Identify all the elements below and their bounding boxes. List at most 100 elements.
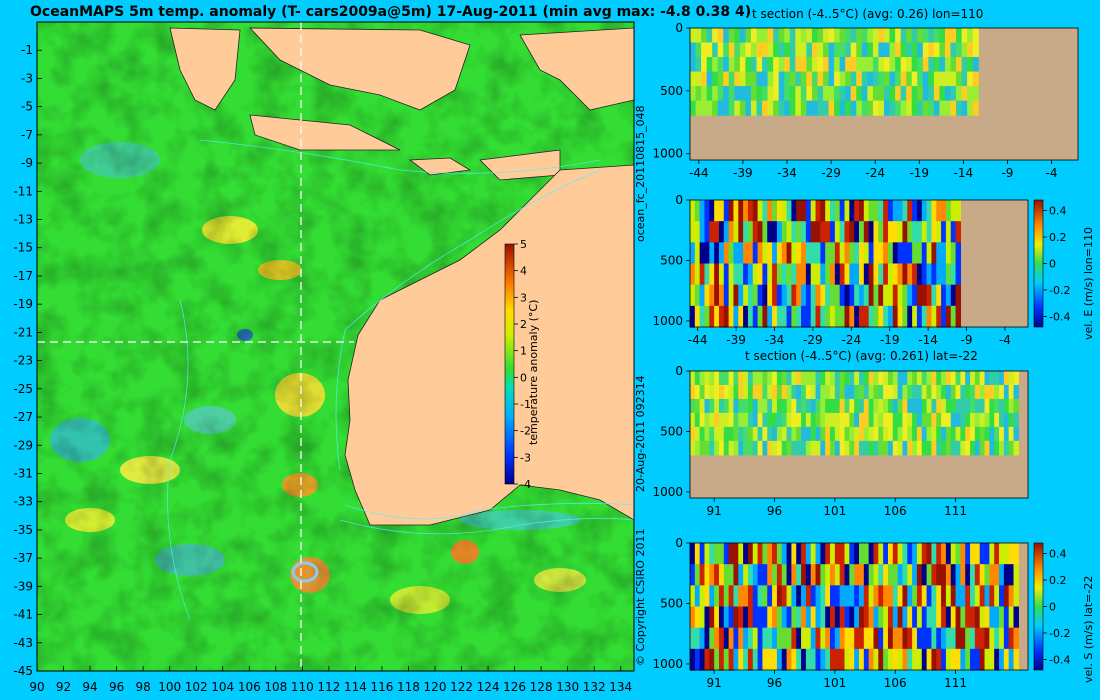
section-cell xyxy=(984,627,990,650)
section-cell xyxy=(926,200,933,222)
section-cell xyxy=(767,71,774,87)
section-cell xyxy=(878,28,885,44)
section-cell xyxy=(743,543,749,565)
section-cell xyxy=(805,263,812,286)
section-cell xyxy=(772,305,778,328)
section-cell xyxy=(884,86,891,102)
section-cell xyxy=(933,42,941,58)
section-cell xyxy=(694,200,701,222)
section-cell xyxy=(699,426,706,442)
section-cell xyxy=(883,200,889,222)
section-cell xyxy=(781,412,788,428)
section-cell xyxy=(709,200,715,222)
section-cell xyxy=(704,543,710,565)
section-cell xyxy=(945,564,952,586)
section-cell xyxy=(897,221,904,243)
section-cell xyxy=(795,42,802,58)
section-cell xyxy=(960,426,966,442)
section-cell xyxy=(907,440,913,456)
section-cell xyxy=(728,221,735,243)
section-cell xyxy=(762,564,768,586)
section-cell xyxy=(950,57,957,73)
section-cell xyxy=(955,284,961,307)
section-cell xyxy=(834,305,841,328)
section-cell xyxy=(844,564,850,586)
panel3-title: t section (-4..5°C) (avg: 0.261) lat=-22 xyxy=(745,349,978,363)
section-cell xyxy=(694,221,701,243)
section-cell xyxy=(695,71,702,87)
section-cell xyxy=(967,28,974,44)
section-cell xyxy=(844,398,850,414)
section-cell xyxy=(786,200,792,222)
section-cell xyxy=(805,221,812,243)
section-cell xyxy=(714,398,720,414)
section-cell xyxy=(796,200,802,222)
section-cell xyxy=(739,57,747,73)
section-cell xyxy=(974,371,981,386)
section-cell xyxy=(1008,543,1015,565)
section-x-tick: -9 xyxy=(1001,166,1013,180)
section-cell xyxy=(878,564,884,586)
section-cell xyxy=(815,606,821,629)
section-cell xyxy=(892,606,899,629)
section-cell xyxy=(734,42,741,58)
section-cell xyxy=(849,305,855,328)
section-cell xyxy=(776,585,783,608)
section-cell xyxy=(762,221,768,243)
section-cell xyxy=(854,648,860,671)
section-cell xyxy=(878,384,884,400)
section-cell xyxy=(781,263,788,286)
section-cell xyxy=(844,543,850,565)
section-cell xyxy=(820,543,826,565)
section-cell xyxy=(999,440,1005,456)
section-cell xyxy=(718,412,725,428)
section-cell xyxy=(723,57,730,73)
section-cell xyxy=(984,606,990,629)
section-cell xyxy=(984,564,990,586)
section-cell xyxy=(872,86,880,102)
section-cell xyxy=(747,284,754,307)
section-cell xyxy=(791,440,797,456)
section-cell xyxy=(796,221,802,243)
section-cell xyxy=(723,305,730,328)
velocity-colorbar-tick: 0 xyxy=(1049,258,1056,271)
section-cell xyxy=(791,585,797,608)
section-cell xyxy=(762,305,768,328)
section-x-tick: 91 xyxy=(707,676,722,690)
section-cell xyxy=(861,28,868,44)
section-cell xyxy=(854,398,860,414)
section-cell xyxy=(690,627,696,650)
section-cell xyxy=(1008,564,1015,586)
section-cell xyxy=(889,57,896,73)
section-cell xyxy=(921,627,928,650)
lat-tick-label: -5 xyxy=(21,100,33,114)
section-cell xyxy=(752,284,759,307)
section-cell xyxy=(767,543,773,565)
section-cell xyxy=(728,440,735,456)
section-cell xyxy=(887,242,894,265)
section-cell xyxy=(941,263,947,286)
section-cell xyxy=(786,398,792,414)
section-cell xyxy=(786,606,792,629)
section-cell xyxy=(767,100,774,116)
section-cell xyxy=(834,42,841,58)
section-cell xyxy=(902,543,908,565)
section-cell xyxy=(810,585,817,608)
section-cell xyxy=(931,384,937,400)
section-cell xyxy=(945,242,952,265)
section-cell xyxy=(936,564,942,586)
section-cell xyxy=(945,384,952,400)
section-cell xyxy=(839,242,846,265)
section-cell xyxy=(931,412,937,428)
section-cell xyxy=(1003,384,1010,400)
section-cell xyxy=(1013,585,1019,608)
section-cell xyxy=(868,648,875,671)
section-cell xyxy=(801,426,807,442)
section-cell xyxy=(854,426,860,442)
section-cell xyxy=(960,398,966,414)
section-cell xyxy=(878,221,884,243)
section-cell xyxy=(892,412,899,428)
section-cell xyxy=(931,627,937,650)
section-cell xyxy=(897,384,904,400)
section-cell xyxy=(878,371,884,386)
